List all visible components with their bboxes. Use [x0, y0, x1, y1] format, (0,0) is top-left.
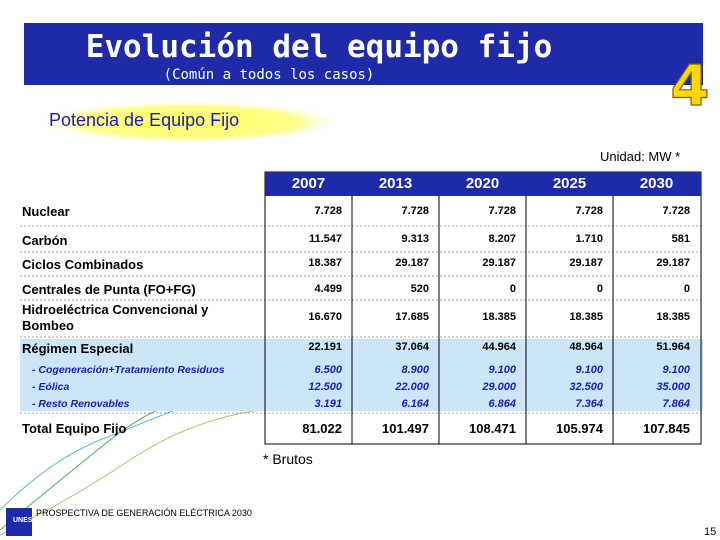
subrow-cell: 9.100	[488, 364, 516, 376]
row-label-carbon: Carbón	[22, 233, 68, 248]
subrow-cell: 22.000	[395, 381, 429, 393]
total-cell: 108.471	[469, 421, 516, 436]
row-label-total: Total Equipo Fijo	[22, 421, 127, 436]
table-cell: 22.191	[308, 341, 342, 353]
subrow-cell: 12.500	[308, 381, 342, 393]
column-header-2007: 2007	[291, 175, 326, 192]
row-label-regimen: Régimen Especial	[22, 341, 134, 356]
subrow-cell: 35.000	[656, 381, 690, 393]
table-cell: 18.385	[656, 311, 690, 323]
table-cell: 44.964	[482, 341, 516, 353]
table-cell: 29.187	[656, 257, 690, 269]
page-number: 15	[704, 526, 717, 538]
subrow-cell: 29.000	[482, 381, 516, 393]
table-cell: 9.313	[401, 233, 429, 245]
table-cell: 29.187	[569, 257, 603, 269]
table-cell: 4.499	[314, 283, 342, 295]
table-cell: 17.685	[395, 311, 429, 323]
row-label-ciclos: Ciclos Combinados	[22, 257, 144, 272]
table-cell: 18.387	[308, 257, 342, 269]
unit-label: Unidad: MW *	[600, 149, 681, 164]
subrow-cell: 6.500	[314, 364, 342, 376]
subrow-label-cogeneracion: - Cogeneración+Tratamiento Residuos	[32, 364, 225, 376]
page-subtitle: (Común a todos los casos)	[163, 67, 375, 83]
row-label-punta: Centrales de Punta (FO+FG)	[22, 282, 196, 297]
table-cell: 520	[410, 283, 429, 295]
table-cell: 7.728	[401, 205, 429, 217]
regimen-especial-highlight	[20, 339, 703, 411]
table-cell: 7.728	[488, 205, 516, 217]
table-cell: 8.207	[488, 233, 516, 245]
table-cell: 7.728	[662, 205, 690, 217]
section-number-text: 4	[671, 55, 710, 111]
table-cell: 29.187	[395, 257, 429, 269]
subrow-cell: 9.100	[662, 364, 690, 376]
table-cell: 11.547	[308, 233, 342, 245]
table-cell: 18.385	[482, 311, 516, 323]
row-label-nuclear: Nuclear	[22, 204, 70, 219]
table-cell: 7.728	[575, 205, 603, 217]
table-cell: 0	[683, 283, 690, 295]
title-banner: Evolución del equipo fijo (Común a todos…	[24, 23, 703, 85]
table-cell: 48.964	[569, 341, 603, 353]
table-cell: 29.187	[482, 257, 516, 269]
subrow-label-eolica: - Eólica	[32, 381, 70, 393]
footer-text: PROSPECTIVA DE GENERACIÓN ELÉCTRICA 2030	[36, 508, 252, 518]
row-label-hidro-line2: Bombeo	[22, 318, 74, 333]
table-cell: 51.964	[656, 341, 690, 353]
table-cell: 16.670	[308, 311, 342, 323]
logo-text: UNESA	[13, 517, 38, 524]
column-header-2020: 2020	[465, 175, 500, 192]
table-header-row: 2007 2013 2020 2025 2030	[265, 172, 701, 196]
page-title: Evolución del equipo fijo	[85, 29, 553, 65]
total-cell: 107.845	[643, 421, 690, 436]
section-label: Potencia de Equipo Fijo	[49, 110, 240, 130]
subrow-cell: 7.864	[662, 398, 690, 410]
table-cell: 1.710	[575, 233, 603, 245]
column-header-2013: 2013	[378, 175, 413, 192]
subrow-cell: 6.164	[401, 398, 429, 410]
subrow-cell: 3.191	[314, 398, 342, 410]
row-label-hidro-line1: Hidroeléctrica Convencional y	[22, 302, 209, 317]
section-label-glow	[34, 100, 344, 144]
subrow-cell: 8.900	[401, 364, 429, 376]
table-cell: 0	[596, 283, 603, 295]
subrow-label-resto: - Resto Renovables	[32, 398, 130, 410]
table-cell: 7.728	[314, 205, 342, 217]
total-cell: 105.974	[556, 421, 603, 436]
unesa-logo: UNESA	[6, 508, 38, 536]
subrow-cell: 32.500	[569, 381, 603, 393]
table-cell: 37.064	[395, 341, 429, 353]
subrow-cell: 7.364	[575, 398, 603, 410]
total-cell: 101.497	[382, 421, 429, 436]
section-number-badge: 4	[670, 55, 710, 111]
subrow-cell: 6.864	[488, 398, 516, 410]
footnote: * Brutos	[263, 451, 313, 467]
table-cell: 581	[671, 233, 690, 245]
subrow-cell: 9.100	[575, 364, 603, 376]
total-cell: 81.022	[302, 421, 342, 436]
column-header-2025: 2025	[552, 175, 587, 192]
column-header-2030: 2030	[639, 175, 674, 192]
table-cell: 0	[509, 283, 516, 295]
table-cell: 18.385	[569, 311, 603, 323]
